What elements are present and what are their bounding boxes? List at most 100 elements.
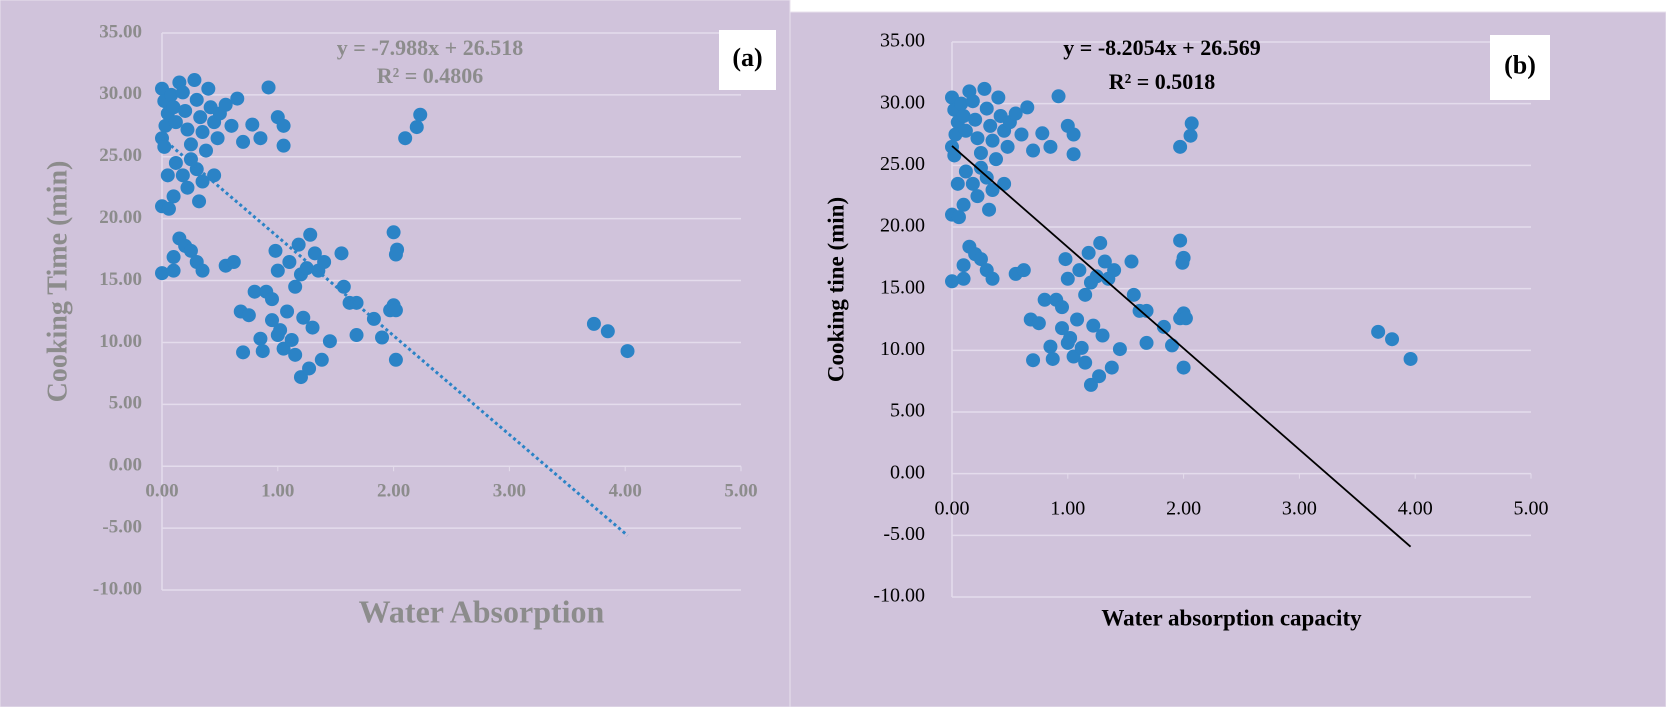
point (1035, 126, 1050, 141)
point (1078, 355, 1093, 370)
point (183, 137, 198, 152)
point (1089, 269, 1104, 284)
point (303, 227, 318, 242)
point (1051, 89, 1066, 104)
equation: y = -7.988x + 26.518 (337, 35, 523, 60)
point (1107, 263, 1122, 278)
panel-label: (b) (1504, 50, 1536, 79)
point (1020, 100, 1035, 115)
x-tick-label: 2.00 (1166, 497, 1201, 519)
x-tick-label: 1.00 (261, 481, 294, 502)
point (991, 90, 1006, 105)
point (983, 118, 998, 133)
x-tick-label: 0.00 (935, 497, 970, 519)
point (210, 131, 225, 146)
point (1060, 335, 1075, 350)
point (586, 316, 601, 331)
y-axis-title: Cooking Time (min) (42, 161, 73, 403)
point (1092, 369, 1107, 384)
point (175, 168, 190, 183)
point (166, 263, 181, 278)
point (253, 331, 268, 346)
point (977, 81, 992, 96)
point (1139, 303, 1154, 318)
point (973, 252, 988, 267)
point (1183, 128, 1198, 143)
point (334, 246, 349, 261)
point (183, 243, 198, 258)
point (1097, 254, 1112, 269)
point (956, 109, 971, 123)
point (201, 81, 216, 96)
point (166, 250, 181, 265)
point (270, 328, 285, 343)
point (970, 189, 985, 204)
y-tick-label: 20.00 (880, 215, 925, 237)
point (997, 176, 1012, 191)
point (1026, 143, 1041, 158)
point (253, 131, 268, 146)
point (1371, 324, 1386, 339)
point (261, 80, 276, 95)
point (1124, 254, 1139, 269)
x-tick-label: 5.00 (1514, 497, 1549, 519)
point (956, 258, 971, 273)
y-tick-label: -5.00 (883, 523, 925, 545)
point (270, 263, 285, 278)
point (965, 94, 980, 109)
point (409, 120, 424, 135)
y-tick-label: 10.00 (880, 338, 925, 360)
point (280, 304, 295, 319)
panel-background (789, 11, 1666, 708)
point (193, 110, 208, 125)
point (958, 164, 973, 179)
point (1000, 139, 1015, 154)
point (1175, 255, 1190, 270)
point (305, 320, 320, 335)
point (180, 180, 195, 195)
point (166, 189, 181, 204)
point (224, 118, 239, 133)
point (947, 148, 962, 163)
trendline (161, 136, 629, 537)
y-tick-label: 20.00 (99, 207, 142, 228)
point (1060, 271, 1075, 286)
y-tick-label: 15.00 (99, 269, 142, 290)
point (1055, 300, 1070, 315)
x-tick-label: 1.00 (1050, 497, 1085, 519)
y-tick-label: 30.00 (880, 91, 925, 113)
point (1066, 147, 1081, 162)
point (168, 155, 183, 170)
point (1016, 263, 1031, 278)
x-axis-title: Water absorption capacity (1101, 605, 1362, 630)
point (291, 237, 306, 252)
point (950, 176, 965, 191)
point (982, 202, 997, 217)
point (1139, 335, 1154, 350)
point (970, 131, 985, 146)
point (195, 125, 210, 140)
x-axis-title: Water Absorption (359, 593, 605, 629)
point (1026, 353, 1041, 368)
point (164, 87, 179, 102)
point (1173, 139, 1188, 154)
point (166, 100, 181, 115)
x-tick-label: 0.00 (145, 481, 178, 502)
point (299, 261, 314, 276)
point (160, 168, 175, 183)
x-tick-label: 4.00 (1398, 497, 1433, 519)
y-tick-label: 25.00 (880, 153, 925, 175)
point (241, 308, 256, 323)
point (226, 254, 241, 269)
point (388, 303, 403, 318)
point (230, 91, 245, 106)
y-tick-label: -10.00 (93, 578, 142, 599)
point (168, 115, 183, 130)
point (1086, 318, 1101, 333)
x-tick-label: 3.00 (1282, 497, 1317, 519)
point (958, 123, 973, 138)
point (1008, 106, 1023, 121)
point (157, 139, 172, 154)
